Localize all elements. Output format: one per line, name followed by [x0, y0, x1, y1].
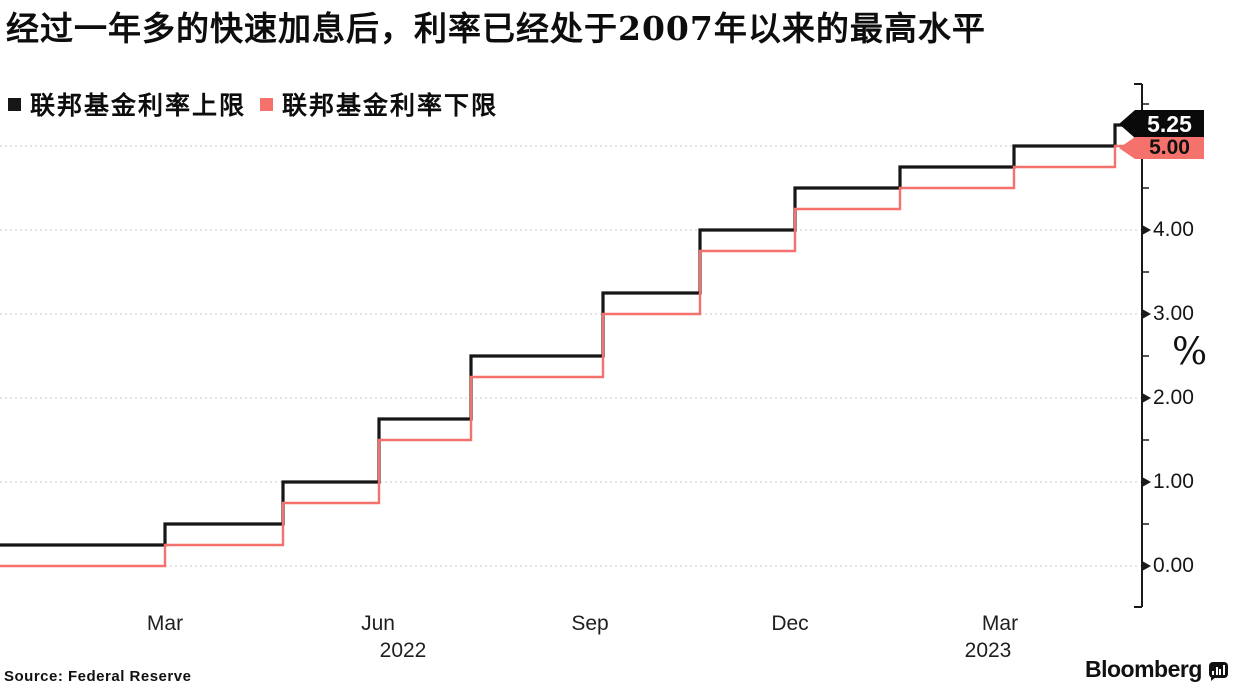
legend-swatch-icon — [8, 97, 21, 111]
y-axis-major-tick — [1142, 309, 1151, 319]
y-axis-major-tick — [1142, 477, 1151, 487]
y-axis-major-tick — [1142, 393, 1151, 403]
x-tick-label: Mar — [981, 612, 1019, 635]
brand-mark: Bloomberg — [1085, 656, 1228, 683]
x-tick-label: Jun — [361, 612, 395, 635]
chart-bubble-icon — [1208, 661, 1228, 681]
y-tick-label: 3.00 — [1153, 302, 1194, 325]
legend-item-upper: 联邦基金利率上限 — [8, 86, 246, 122]
source-note: Source: Federal Reserve — [4, 668, 192, 685]
page-title: 经过一年多的快速加息后，利率已经处于2007年以来的最高水平 — [6, 9, 986, 48]
legend-swatch-icon — [260, 97, 274, 111]
y-tick-label: 4.00 — [1153, 218, 1194, 241]
value-badge-lower: 5.00 — [1119, 137, 1204, 159]
x-tick-label: Mar — [146, 612, 184, 635]
legend-label: 联邦基金利率上限 — [30, 91, 247, 120]
y-tick-label: 1.00 — [1153, 470, 1194, 493]
y-tick-label: 0.00 — [1153, 554, 1194, 577]
x-year-label: 2022 — [379, 639, 427, 662]
y-tick-label: 2.00 — [1153, 386, 1194, 409]
x-year-label: 2023 — [964, 639, 1012, 662]
y-axis-major-tick — [1142, 225, 1151, 235]
x-tick-label: Sep — [571, 612, 609, 635]
brand-name: Bloomberg — [1085, 656, 1202, 682]
value-badge-upper: 5.25 — [1119, 110, 1204, 138]
legend-item-lower: 联邦基金利率下限 — [260, 86, 498, 122]
y-axis-unit-label: % — [1172, 330, 1208, 373]
legend-label: 联邦基金利率下限 — [282, 91, 499, 120]
x-tick-label: Dec — [771, 612, 809, 635]
chart-legend: 联邦基金利率上限 联邦基金利率下限 — [8, 86, 498, 122]
y-axis-major-tick — [1142, 561, 1151, 571]
series-line-lower — [0, 144, 1140, 568]
